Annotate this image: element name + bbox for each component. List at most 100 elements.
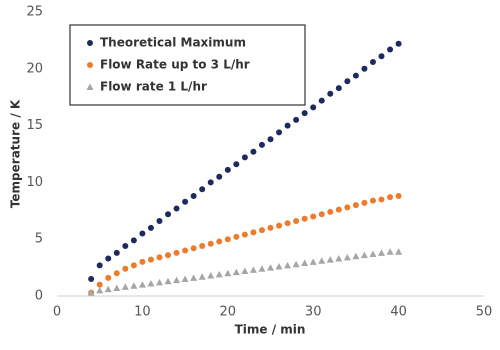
marker: [105, 274, 112, 281]
marker: [181, 275, 189, 282]
marker: [361, 65, 368, 72]
marker: [164, 277, 172, 285]
marker: [267, 136, 274, 143]
marker: [309, 258, 317, 265]
marker: [301, 259, 309, 267]
marker: [378, 53, 385, 60]
marker: [113, 270, 120, 277]
x-tick-label: 10: [134, 305, 151, 320]
y-tick-label: 0: [35, 289, 43, 304]
marker: [147, 256, 154, 263]
marker: [190, 274, 198, 281]
marker: [318, 257, 326, 264]
x-axis-label: Time / min: [235, 323, 306, 337]
marker: [113, 284, 121, 292]
marker: [130, 237, 137, 244]
marker: [378, 249, 386, 256]
marker: [327, 208, 334, 215]
marker: [335, 206, 342, 213]
marker: [96, 262, 103, 269]
marker: [190, 193, 197, 200]
marker: [301, 110, 308, 117]
marker: [121, 283, 129, 290]
y-tick-label: 10: [26, 175, 43, 190]
marker: [369, 58, 376, 65]
legend: Theoretical Maximum Flow Rate up to 3 L/h…: [69, 24, 306, 106]
marker: [86, 83, 94, 90]
marker: [310, 104, 317, 111]
marker: [165, 252, 172, 259]
legend-label: Flow Rate up to 3 L/hr: [100, 58, 250, 72]
x-tick-label: 50: [476, 305, 493, 320]
marker: [113, 249, 120, 256]
marker: [241, 154, 248, 161]
marker: [207, 272, 215, 279]
marker: [395, 248, 403, 255]
marker: [293, 218, 300, 225]
x-tick-label: 40: [390, 305, 407, 320]
marker: [147, 280, 155, 287]
marker: [207, 179, 214, 186]
marker: [173, 276, 181, 284]
marker: [343, 253, 351, 261]
marker: [378, 196, 385, 203]
marker: [199, 243, 206, 250]
marker: [216, 238, 223, 245]
marker: [122, 243, 129, 250]
marker: [293, 116, 300, 123]
marker: [138, 281, 146, 288]
marker: [284, 261, 292, 269]
marker: [292, 260, 300, 268]
marker: [275, 262, 283, 270]
marker: [130, 262, 137, 269]
marker: [276, 222, 283, 229]
marker: [352, 202, 359, 209]
marker: [361, 199, 368, 206]
marker: [165, 211, 172, 218]
marker: [241, 267, 249, 275]
marker: [258, 265, 266, 272]
marker: [207, 240, 214, 247]
marker: [147, 224, 154, 231]
marker: [190, 245, 197, 252]
marker: [104, 285, 112, 293]
marker: [182, 247, 189, 254]
marker: [182, 198, 189, 205]
legend-box: [69, 24, 306, 106]
marker: [386, 248, 394, 255]
y-axis-label: Temperature / K: [9, 99, 23, 208]
marker: [344, 204, 351, 211]
marker: [387, 194, 394, 201]
marker: [105, 255, 112, 262]
y-tick-label: 15: [26, 118, 43, 133]
marker: [276, 129, 283, 136]
marker: [360, 251, 368, 259]
marker: [173, 205, 180, 212]
y-tick-label: 20: [26, 61, 43, 76]
marker: [139, 230, 146, 237]
marker: [139, 258, 146, 265]
marker: [224, 269, 232, 277]
y-tick-label: 5: [35, 232, 43, 247]
marker: [395, 193, 402, 200]
marker: [198, 273, 206, 280]
marker: [250, 229, 257, 236]
marker: [232, 268, 240, 276]
marker: [258, 227, 265, 234]
marker: [284, 122, 291, 129]
marker: [233, 161, 240, 168]
marker: [156, 218, 163, 225]
marker: [326, 256, 334, 263]
marker: [87, 40, 93, 46]
marker: [258, 141, 265, 148]
marker: [156, 254, 163, 261]
marker: [173, 249, 180, 256]
marker: [87, 62, 93, 68]
marker: [199, 186, 206, 193]
marker: [344, 78, 351, 85]
marker: [215, 270, 223, 278]
marker: [87, 289, 95, 296]
marker: [249, 266, 257, 273]
marker: [250, 148, 257, 155]
